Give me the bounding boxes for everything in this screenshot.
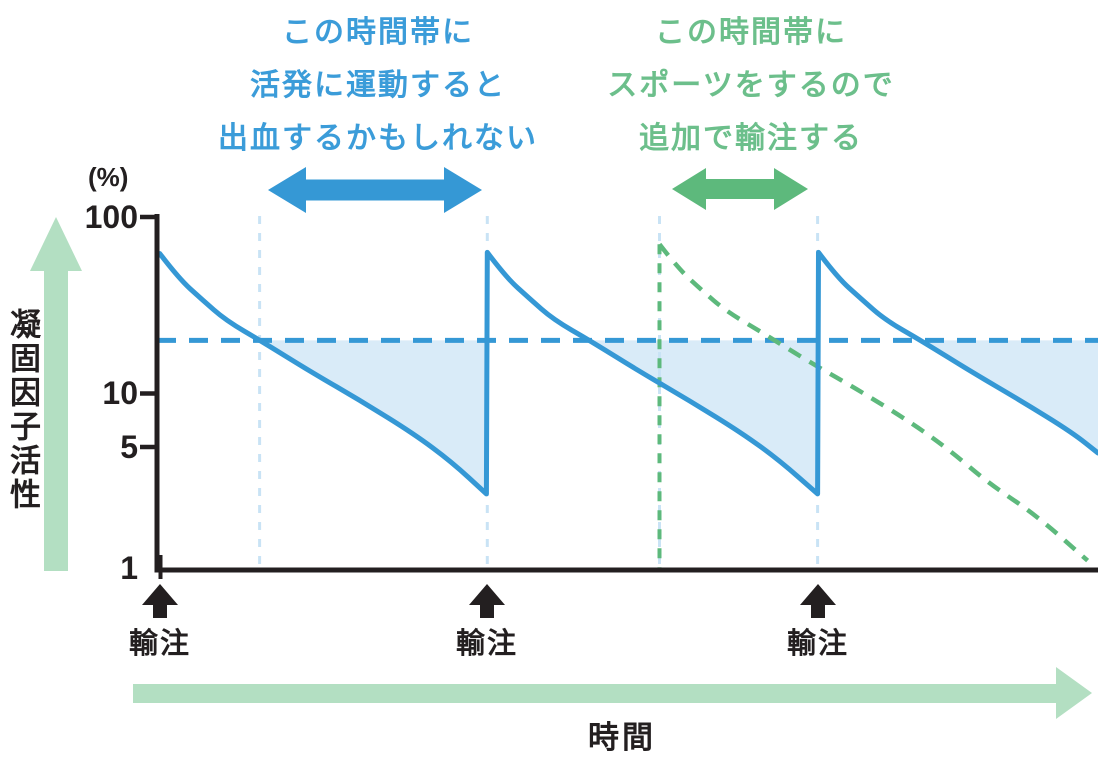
below-threshold-region — [260, 340, 487, 494]
additional-infusion-curve — [657, 242, 1090, 563]
infusion-arrow-icon — [800, 584, 836, 618]
below-threshold-region — [589, 340, 818, 494]
annotation-sports-infusion: この時間帯に スポーツをするので 追加で輸注する — [607, 6, 894, 165]
exercise-period-arrow-icon — [268, 167, 482, 213]
infusion-arrow-icon — [469, 584, 505, 618]
annotation-line: この時間帯に — [282, 16, 474, 49]
annotation-line: この時間帯に — [655, 16, 847, 49]
time-axis-arrow-icon — [133, 667, 1092, 719]
x-axis-title: 時間 — [588, 720, 656, 755]
axes — [140, 214, 1098, 579]
infusion-label: 輸注 — [128, 628, 192, 660]
annotation-exercise-warning: この時間帯に 活発に運動すると 出血するかもしれない — [218, 6, 538, 165]
annotation-line: 出血するかもしれない — [218, 122, 538, 155]
annotation-line: スポーツをするので — [607, 69, 895, 102]
y-tick-label-1: 1 — [120, 550, 138, 586]
infusion-label: 輸注 — [786, 628, 850, 660]
y-tick-label-100: 100 — [84, 199, 138, 235]
sports-period-arrow-icon — [672, 168, 808, 210]
y-tick-label-10: 10 — [102, 375, 138, 411]
activity-axis-arrow-icon — [30, 217, 82, 571]
y-axis-unit-label: (%) — [88, 162, 129, 192]
chart-plot — [157, 216, 1098, 570]
infusion-label: 輸注 — [455, 628, 519, 660]
annotation-line: 活発に運動すると — [250, 69, 506, 102]
infusion-arrow-icon — [142, 584, 178, 618]
annotation-line: 追加で輸注する — [639, 122, 863, 155]
y-axis-title: 凝固因子活性 — [5, 308, 40, 512]
factor-activity-curve — [157, 249, 1098, 497]
y-tick-label-5: 5 — [120, 429, 138, 465]
below-threshold-region — [920, 340, 1098, 453]
